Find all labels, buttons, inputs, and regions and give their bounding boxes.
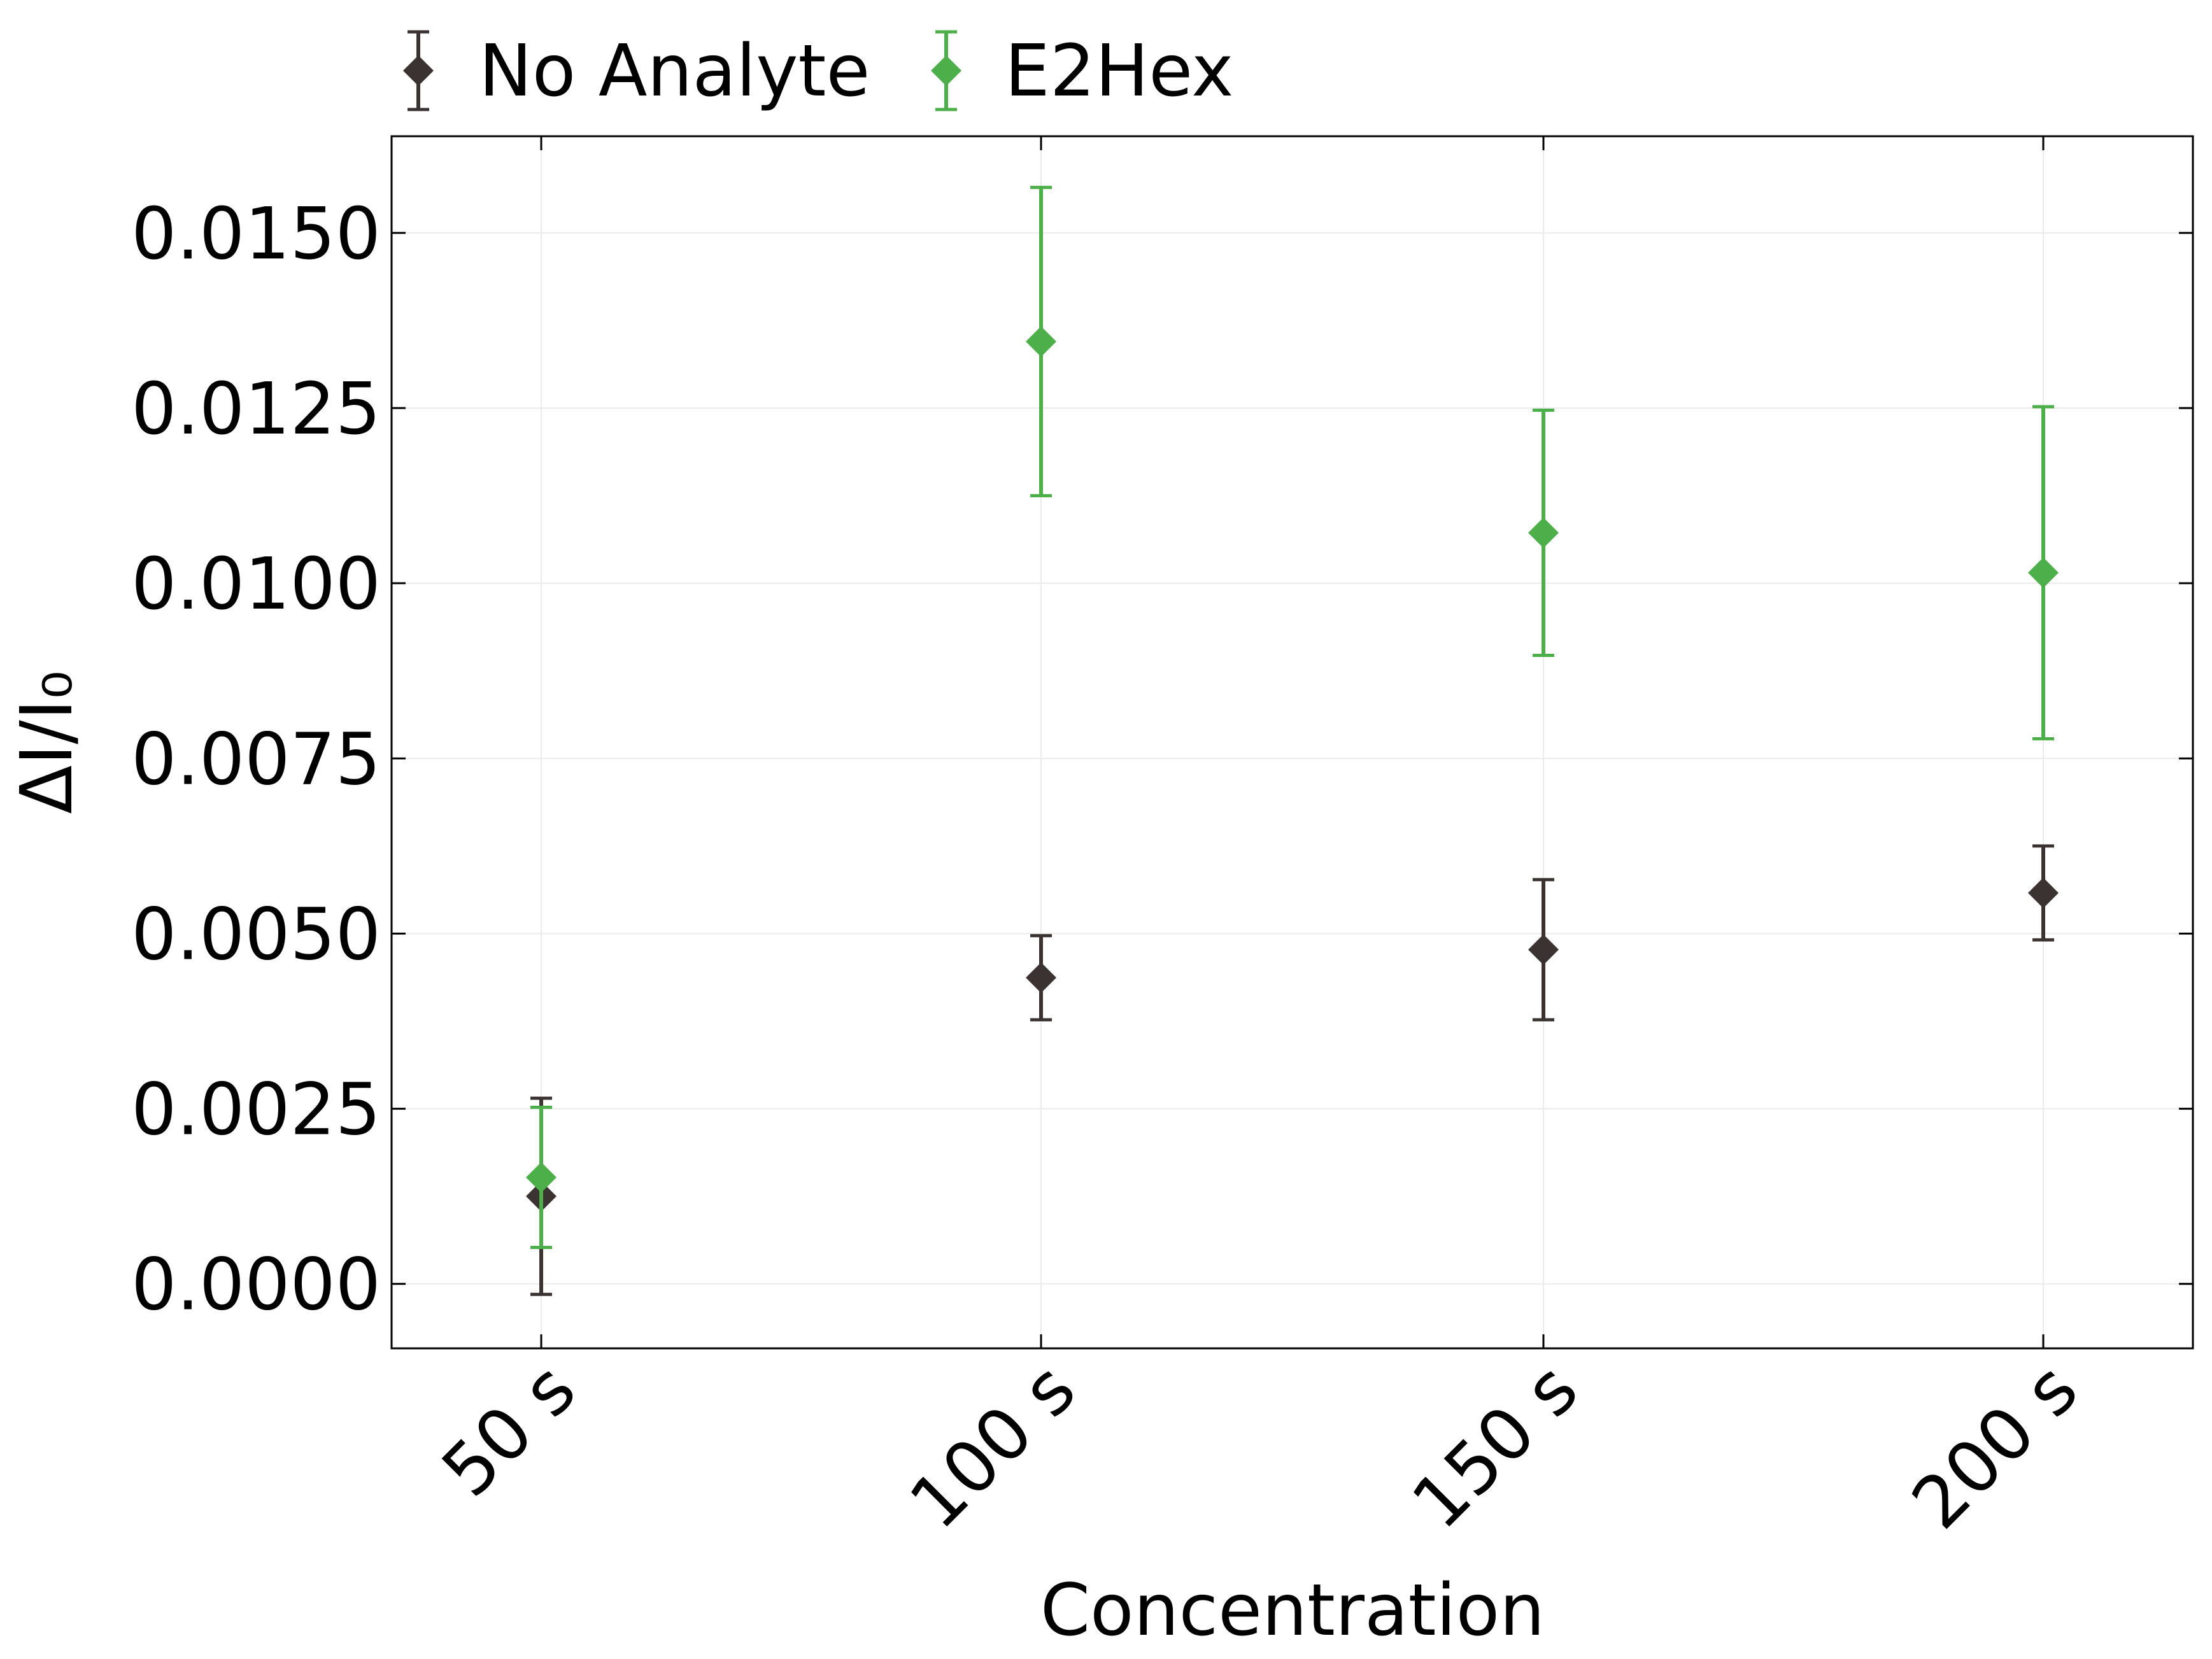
y-tick-label: 0.0150 [131,193,381,276]
data-point [1528,517,1559,548]
y-tick-label: 0.0075 [131,718,381,801]
data-point [1026,326,1056,357]
x-tick-label: 100 s [895,1348,1092,1545]
data-point [526,1162,557,1193]
series-e2hex [526,185,2059,1250]
y-tick-label: 0.0050 [131,893,381,976]
data-point [2028,557,2059,588]
x-tick-label: 200 s [1897,1348,2094,1545]
x-axis-label: Concentration [1040,1569,1545,1652]
data-point [2028,877,2059,908]
y-tick-label: 0.0025 [131,1069,381,1152]
tick-layer: 0.0000 0.0025 0.0050 0.0075 0.0100 0.0125 0.01… [131,136,2193,1545]
y-tick-label: 0.0000 [131,1244,381,1327]
legend-marker [403,55,434,86]
y-tick-label: 0.0125 [131,368,381,451]
legend-item-no-analyte: No Analyte [403,30,870,113]
legend-label: No Analyte [479,30,870,113]
data-point [1026,962,1056,993]
legend: No Analyte E2Hex [403,30,1233,113]
label-layer: Concentration ΔI/I₀ [6,670,1545,1652]
data-layer [526,185,2059,1296]
legend-label: E2Hex [1005,30,1233,113]
y-axis-label: ΔI/I₀ [6,670,89,814]
data-point [1528,934,1559,965]
legend-marker [931,55,961,86]
plot-frame [390,135,2194,1350]
legend-item-e2hex: E2Hex [931,30,1233,113]
grid-layer [392,136,2193,1348]
series-no-analyte [526,844,2059,1296]
x-tick-label: 150 s [1397,1348,1594,1545]
x-tick-label: 50 s [427,1348,592,1513]
y-tick-label: 0.0100 [131,543,381,626]
